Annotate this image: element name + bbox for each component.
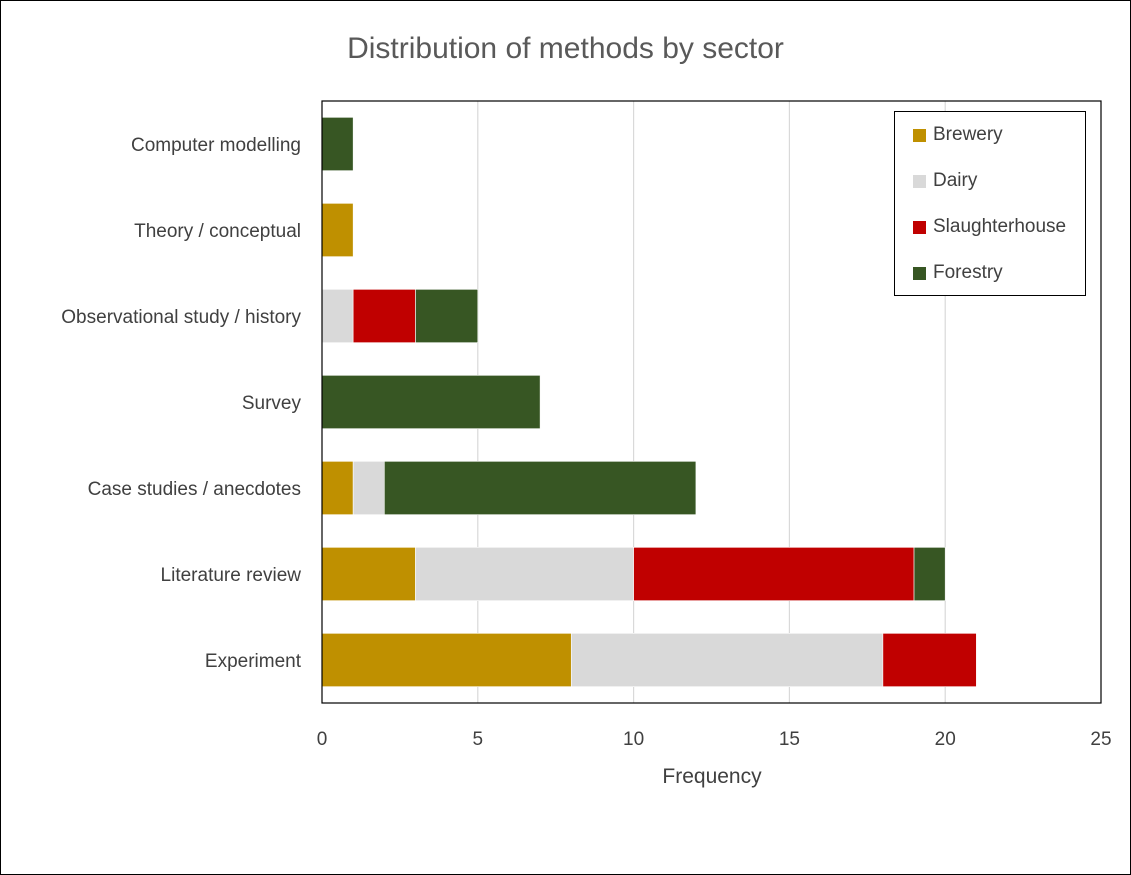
- x-tick-label: 20: [935, 729, 956, 750]
- category-label: Experiment: [205, 651, 302, 672]
- bar-brewery-6: [321, 633, 572, 687]
- category-labels: Computer modelling Theory / conceptual Obs…: [61, 135, 301, 672]
- bar-forestry-3: [321, 375, 541, 429]
- legend-label: Dairy: [933, 170, 978, 191]
- legend-item-forestry: Forestry: [913, 260, 1003, 286]
- bar-dairy-2: [321, 289, 354, 343]
- bar-brewery-5: [321, 547, 416, 601]
- legend-swatch: [913, 128, 926, 142]
- bars: [321, 117, 977, 687]
- x-tick-label: 5: [473, 729, 484, 750]
- x-tick-label: 15: [779, 729, 800, 750]
- legend: Brewery Dairy Slaughterhouse Forestry: [894, 111, 1086, 296]
- bar-forestry-5: [913, 547, 946, 601]
- category-label: Literature review: [161, 565, 302, 586]
- legend-label: Slaughterhouse: [933, 216, 1067, 237]
- legend-item-dairy: Dairy: [913, 168, 977, 194]
- bar-slaughterhouse-5: [633, 547, 915, 601]
- bar-slaughterhouse-6: [882, 633, 977, 687]
- legend-swatch: [913, 266, 926, 280]
- legend-label: Forestry: [933, 262, 1003, 283]
- bar-forestry-2: [415, 289, 479, 343]
- x-tick-label: 10: [623, 729, 644, 750]
- bar-dairy-4: [352, 461, 385, 515]
- bar-dairy-6: [570, 633, 884, 687]
- legend-label: Brewery: [933, 124, 1003, 145]
- x-tick-label: 0: [317, 729, 328, 750]
- legend-swatch: [913, 174, 926, 188]
- bar-dairy-5: [415, 547, 634, 601]
- legend-swatch: [913, 220, 926, 234]
- category-label: Case studies / anecdotes: [88, 479, 301, 500]
- legend-item-slaughterhouse: Slaughterhouse: [913, 214, 1066, 240]
- x-tick-label: 25: [1090, 729, 1111, 750]
- bar-slaughterhouse-2: [352, 289, 416, 343]
- bar-forestry-0: [321, 117, 354, 171]
- x-tick-labels: 0 5 10 15 20 25: [317, 729, 1112, 750]
- bar-brewery-4: [321, 461, 354, 515]
- gridlines: [477, 101, 946, 703]
- legend-item-brewery: Brewery: [913, 122, 1003, 148]
- bar-brewery-1: [321, 203, 354, 257]
- plot-area-border: [321, 100, 1102, 704]
- chart-title: Distribution of methods by sector: [347, 32, 784, 65]
- category-label: Computer modelling: [131, 135, 301, 156]
- bar-forestry-4: [384, 461, 697, 515]
- category-label: Theory / conceptual: [134, 221, 301, 242]
- category-label: Survey: [242, 393, 302, 414]
- x-axis-title: Frequency: [662, 765, 762, 788]
- category-label: Observational study / history: [61, 307, 301, 328]
